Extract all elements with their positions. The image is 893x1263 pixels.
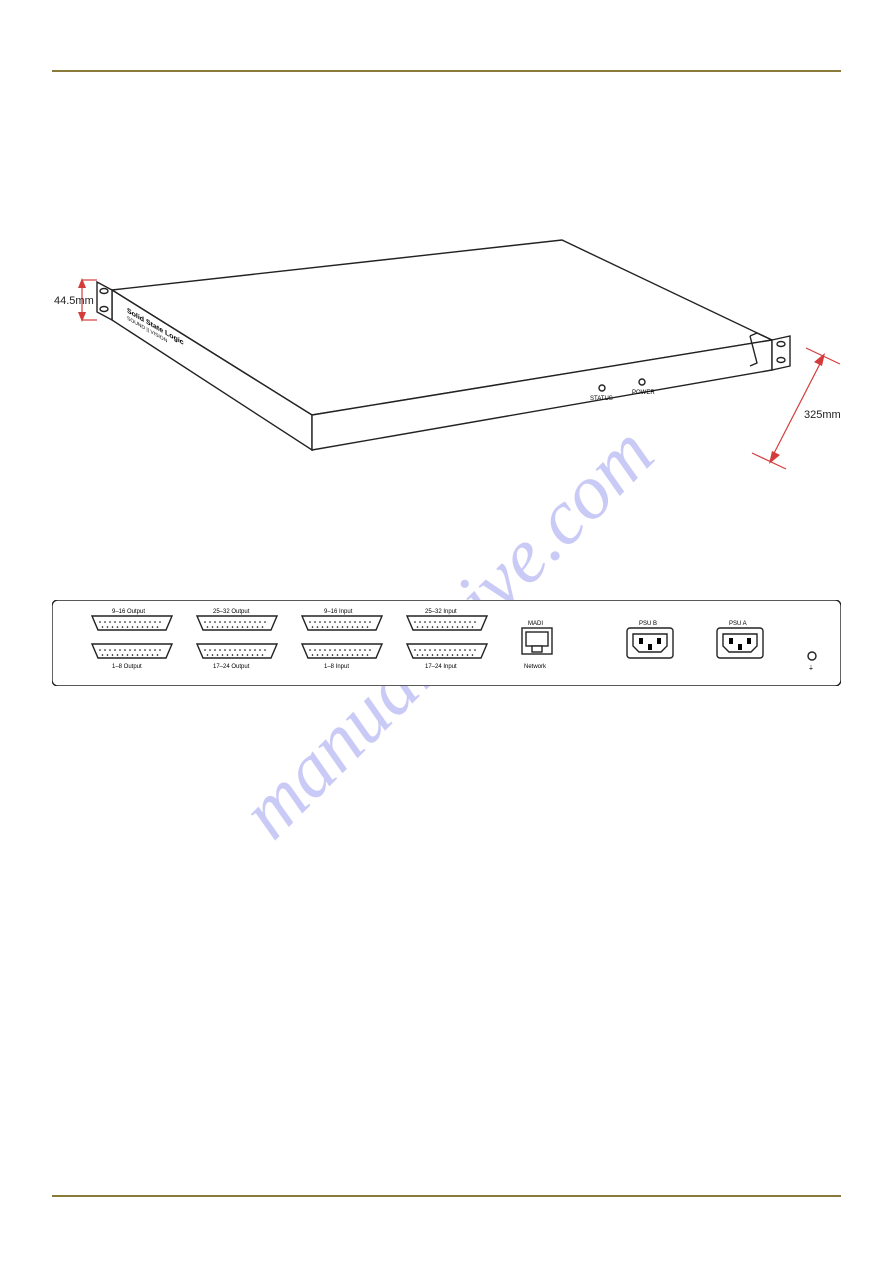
svg-text:PSU A: PSU A (729, 621, 747, 627)
svg-text:1–8 Input: 1–8 Input (324, 664, 349, 670)
dim-height-label: 44.5mm (54, 295, 94, 307)
diagram-rear-panel: 9–16 Output 1–8 Output 25–32 Output 17–2… (52, 600, 841, 686)
svg-text:9–16 Output: 9–16 Output (112, 609, 145, 615)
svg-text:1–8 Output: 1–8 Output (112, 664, 142, 670)
svg-text:MADI: MADI (528, 621, 543, 627)
led-power: POWER (632, 390, 655, 396)
rule-bottom (52, 1195, 841, 1197)
svg-text:Network: Network (524, 664, 547, 670)
dim-depth-label: 325mm (804, 409, 841, 421)
svg-text:PSU B: PSU B (639, 621, 657, 627)
rule-top (52, 70, 841, 72)
led-status: STATUS (590, 396, 613, 402)
svg-text:17–24 Output: 17–24 Output (213, 664, 250, 670)
diagram-isometric: 44.5mm 325mm Solid State Logic SOUND || … (52, 220, 841, 540)
ground-icon: ⏚ (808, 665, 814, 672)
svg-text:25–32 Input: 25–32 Input (425, 609, 457, 615)
svg-text:25–32 Output: 25–32 Output (213, 609, 250, 615)
svg-text:17–24 Input: 17–24 Input (425, 664, 457, 670)
svg-text:9–16 Input: 9–16 Input (324, 609, 353, 615)
